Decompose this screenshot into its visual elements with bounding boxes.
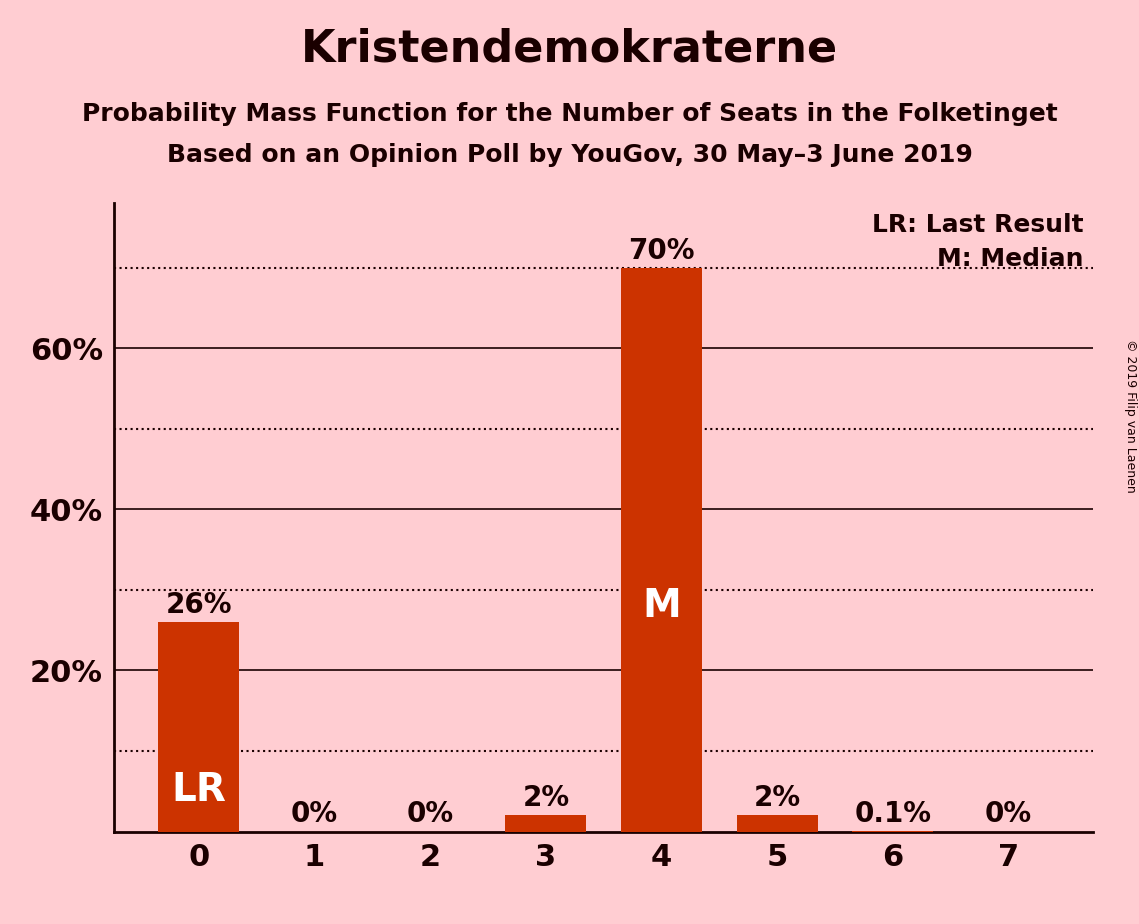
Text: M: M [642,587,681,625]
Text: 2%: 2% [754,784,801,812]
Text: 26%: 26% [165,591,232,619]
Text: Kristendemokraterne: Kristendemokraterne [301,28,838,71]
Text: 2%: 2% [523,784,570,812]
Text: Probability Mass Function for the Number of Seats in the Folketinget: Probability Mass Function for the Number… [82,102,1057,126]
Text: LR: LR [172,771,227,808]
Bar [158,622,239,832]
Text: 70%: 70% [629,237,695,264]
Text: 0%: 0% [407,800,453,829]
Text: LR: Last Result: LR: Last Result [872,213,1083,237]
Text: 0.1%: 0.1% [854,799,932,828]
Text: 0%: 0% [290,800,338,829]
Bar [621,268,702,832]
Text: 0%: 0% [985,800,1032,829]
Text: M: Median: M: Median [937,248,1083,272]
Text: © 2019 Filip van Laenen: © 2019 Filip van Laenen [1124,339,1137,492]
Bar [737,816,818,832]
Bar [506,816,587,832]
Text: Based on an Opinion Poll by YouGov, 30 May–3 June 2019: Based on an Opinion Poll by YouGov, 30 M… [166,143,973,167]
